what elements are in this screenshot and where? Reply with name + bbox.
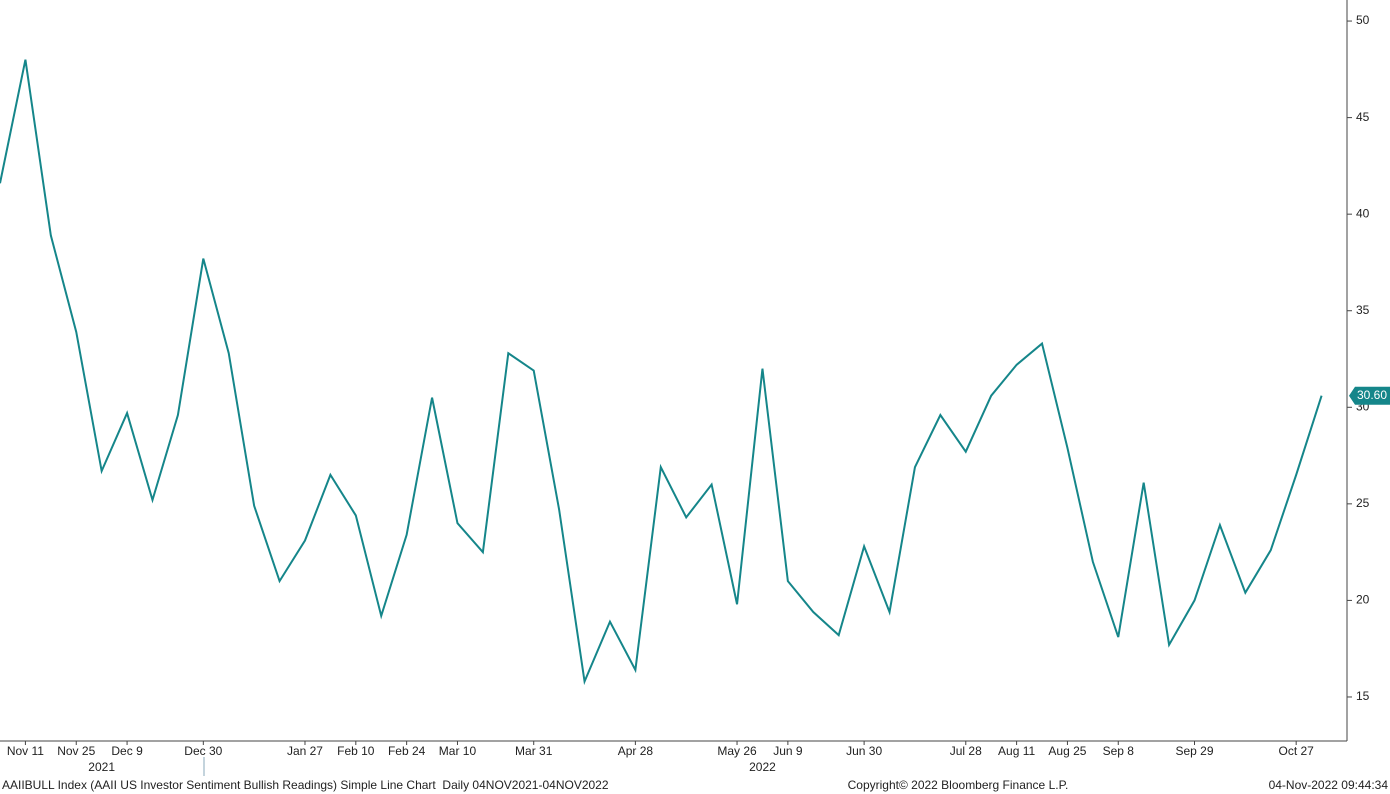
x-tick-label: Mar 31: [515, 744, 553, 758]
data-line: [0, 59, 1323, 686]
y-tick-label: 50: [1356, 13, 1370, 27]
x-tick-label: Dec 30: [184, 744, 222, 758]
x-tick-label: Nov 11: [7, 744, 44, 758]
x-tick-label: Jan 27: [287, 744, 323, 758]
x-tick-label: Mar 10: [439, 744, 477, 758]
y-tick-label: 45: [1356, 110, 1370, 124]
y-tick-label: 20: [1356, 593, 1370, 607]
y-tick-label: 25: [1356, 496, 1370, 510]
y-tick-label: 40: [1356, 206, 1370, 220]
y-tick-label: 15: [1356, 689, 1370, 703]
x-tick-label: Feb 10: [337, 744, 375, 758]
x-tick-label: Aug 25: [1048, 744, 1086, 758]
last-value-tag: [1349, 386, 1390, 405]
x-tick-label: Aug 11: [998, 744, 1035, 758]
x-tick-label: Jul 28: [950, 744, 982, 758]
x-tick-label: May 26: [717, 744, 757, 758]
year-label: 2021: [88, 760, 115, 774]
x-tick-label: Nov 25: [57, 744, 95, 758]
x-tick-label: Dec 9: [111, 744, 143, 758]
footer-copyright: Copyright© 2022 Bloomberg Finance L.P.: [848, 778, 1069, 792]
x-tick-label: Jun 9: [773, 744, 803, 758]
year-label: 2022: [749, 760, 776, 774]
y-tick-label: 35: [1356, 303, 1370, 317]
x-tick-label: Feb 24: [388, 744, 426, 758]
last-value-label: 30.60: [1357, 388, 1387, 402]
footer-description: AAIIBULL Index (AAII US Investor Sentime…: [2, 778, 609, 792]
footer-timestamp: 04-Nov-2022 09:44:34: [1269, 778, 1389, 792]
x-tick-label: Apr 28: [618, 744, 654, 758]
x-tick-label: Sep 29: [1175, 744, 1213, 758]
x-tick-label: Jun 30: [846, 744, 882, 758]
x-tick-label: Oct 27: [1278, 744, 1314, 758]
x-tick-label: Sep 8: [1103, 744, 1135, 758]
